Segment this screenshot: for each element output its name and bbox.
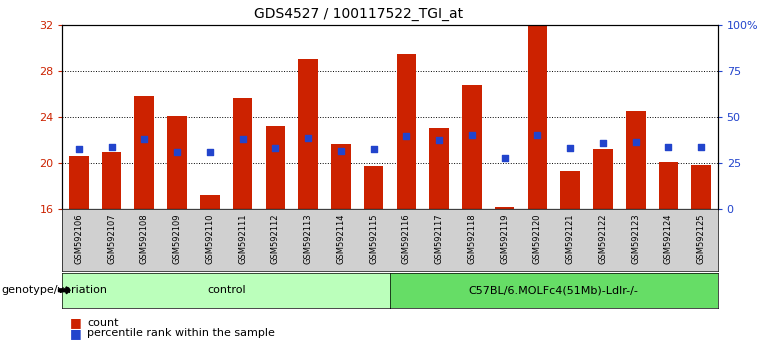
Text: GSM592107: GSM592107 bbox=[107, 214, 116, 264]
Bar bbox=[495, 207, 515, 209]
Text: GSM592122: GSM592122 bbox=[598, 214, 608, 264]
Text: GSM592125: GSM592125 bbox=[697, 214, 706, 264]
Text: GSM592119: GSM592119 bbox=[500, 214, 509, 264]
Point bbox=[171, 150, 183, 155]
Bar bbox=[363, 166, 384, 209]
Text: GSM592114: GSM592114 bbox=[336, 214, 346, 264]
Text: GSM592110: GSM592110 bbox=[205, 214, 215, 264]
Point bbox=[564, 145, 576, 151]
Point bbox=[629, 139, 642, 145]
Bar bbox=[134, 96, 154, 209]
Point bbox=[138, 136, 151, 142]
Text: GSM592116: GSM592116 bbox=[402, 214, 411, 264]
Text: control: control bbox=[207, 285, 246, 295]
Bar bbox=[232, 98, 253, 209]
Point bbox=[236, 136, 249, 142]
Bar bbox=[527, 25, 548, 209]
Text: GSM592106: GSM592106 bbox=[74, 214, 83, 264]
Text: percentile rank within the sample: percentile rank within the sample bbox=[87, 329, 275, 338]
Bar bbox=[560, 171, 580, 209]
Text: GSM592112: GSM592112 bbox=[271, 214, 280, 264]
Text: GSM592111: GSM592111 bbox=[238, 214, 247, 264]
Point bbox=[597, 141, 609, 146]
Bar bbox=[462, 85, 482, 209]
Text: count: count bbox=[87, 318, 119, 328]
Bar bbox=[69, 156, 89, 209]
Text: GSM592118: GSM592118 bbox=[467, 214, 477, 264]
Bar bbox=[396, 53, 417, 209]
Point bbox=[302, 135, 314, 141]
Text: C57BL/6.MOLFc4(51Mb)-Ldlr-/-: C57BL/6.MOLFc4(51Mb)-Ldlr-/- bbox=[469, 285, 639, 295]
Point bbox=[498, 155, 511, 161]
Point bbox=[531, 132, 544, 138]
Bar bbox=[658, 162, 679, 209]
Bar bbox=[593, 149, 613, 209]
Text: GSM592120: GSM592120 bbox=[533, 214, 542, 264]
Text: GSM592113: GSM592113 bbox=[303, 214, 313, 264]
Text: GSM592115: GSM592115 bbox=[369, 214, 378, 264]
Point bbox=[400, 133, 413, 139]
Bar bbox=[626, 111, 646, 209]
Point bbox=[367, 146, 380, 152]
Bar bbox=[200, 195, 220, 209]
Text: GDS4527 / 100117522_TGI_at: GDS4527 / 100117522_TGI_at bbox=[254, 7, 463, 21]
Bar bbox=[691, 165, 711, 209]
Text: GSM592123: GSM592123 bbox=[631, 214, 640, 264]
Bar bbox=[331, 144, 351, 209]
Bar bbox=[101, 153, 122, 209]
Point bbox=[466, 132, 478, 138]
Point bbox=[204, 150, 216, 155]
Bar bbox=[265, 126, 285, 209]
Point bbox=[662, 144, 675, 150]
Text: GSM592121: GSM592121 bbox=[566, 214, 575, 264]
Point bbox=[105, 144, 118, 150]
Bar bbox=[298, 59, 318, 209]
Point bbox=[269, 145, 282, 151]
Text: genotype/variation: genotype/variation bbox=[2, 285, 108, 295]
Bar bbox=[429, 129, 449, 209]
Point bbox=[695, 144, 707, 150]
Text: ■: ■ bbox=[70, 327, 82, 340]
Text: GSM592117: GSM592117 bbox=[434, 214, 444, 264]
Bar bbox=[167, 116, 187, 209]
Text: GSM592124: GSM592124 bbox=[664, 214, 673, 264]
Text: GSM592109: GSM592109 bbox=[172, 214, 182, 264]
Point bbox=[433, 137, 445, 143]
Text: GSM592108: GSM592108 bbox=[140, 214, 149, 264]
Point bbox=[73, 146, 85, 152]
Text: ■: ■ bbox=[70, 316, 82, 329]
Point bbox=[335, 149, 347, 154]
